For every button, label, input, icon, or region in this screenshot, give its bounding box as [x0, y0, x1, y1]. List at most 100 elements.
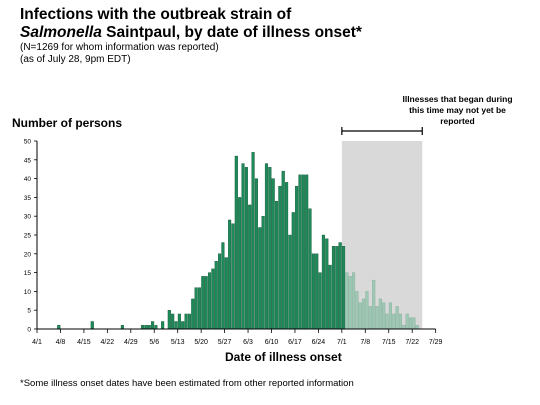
- y-tick-label: 0: [27, 327, 31, 334]
- bar: [288, 234, 292, 330]
- subtitle-n: (N=1269 for whom information was reporte…: [20, 42, 219, 53]
- bar: [120, 325, 124, 330]
- subtitle-date: (as of July 28, 9pm EDT): [20, 54, 131, 65]
- bar: [318, 272, 322, 330]
- x-tick-label: 5/13: [171, 339, 185, 346]
- shaded-region: [341, 141, 423, 329]
- bar: [291, 212, 295, 330]
- bar: [311, 253, 315, 330]
- bar: [261, 216, 265, 330]
- bar: [408, 317, 413, 330]
- bar: [305, 174, 309, 330]
- bar: [378, 298, 382, 330]
- x-tick-label: 4/8: [56, 339, 66, 346]
- y-tick-label: 5: [27, 308, 31, 315]
- y-tick-label: 45: [24, 157, 32, 164]
- bar: [331, 246, 336, 330]
- bar: [197, 287, 202, 330]
- bar: [181, 321, 185, 330]
- bar: [298, 174, 302, 330]
- bar: [278, 185, 282, 330]
- bar: [238, 197, 242, 330]
- chart-title-line-2: Salmonella Saintpaul, by date of illness…: [20, 24, 362, 42]
- x-tick-label: 6/17: [288, 339, 302, 346]
- bar: [187, 313, 191, 330]
- annotation-text: Illnesses that began during this time ma…: [402, 94, 513, 126]
- bar: [341, 246, 346, 330]
- x-tick-label: 6/3: [243, 339, 253, 346]
- bar: [385, 313, 389, 330]
- x-tick-label: 6/10: [265, 339, 279, 346]
- bar: [184, 313, 188, 330]
- bar: [365, 291, 369, 330]
- footnote: *Some illness onset dates have been esti…: [20, 378, 354, 389]
- bar: [161, 321, 165, 330]
- y-tick-label: 25: [24, 233, 32, 240]
- y-tick-label: 30: [24, 214, 32, 221]
- x-tick-label: 7/22: [405, 339, 419, 346]
- bar: [358, 302, 362, 330]
- bar: [268, 167, 272, 330]
- bar: [375, 306, 379, 330]
- bar: [234, 155, 238, 330]
- bar: [325, 238, 329, 330]
- y-tick-label: 40: [24, 176, 32, 183]
- x-tick-label: 5/20: [194, 339, 208, 346]
- chart-title-block: Infections with the outbreak strain of S…: [20, 6, 362, 66]
- bar: [352, 272, 356, 330]
- title-rest: Saintpaul, by date of illness onset*: [101, 24, 362, 41]
- bar: [321, 234, 325, 330]
- bar: [388, 302, 392, 330]
- bar: [214, 261, 218, 330]
- x-tick-label: 4/15: [77, 339, 91, 346]
- bar: [224, 257, 228, 330]
- bar: [301, 174, 305, 330]
- bar: [264, 163, 269, 330]
- bar: [308, 208, 312, 330]
- bar: [147, 325, 151, 330]
- y-tick-label: 20: [24, 251, 32, 258]
- bar: [412, 317, 416, 330]
- bar: [258, 227, 262, 330]
- bar: [348, 276, 352, 330]
- bar: [171, 313, 175, 330]
- bar: [174, 321, 178, 330]
- x-tick-label: 4/1: [32, 339, 42, 346]
- bar: [398, 313, 403, 330]
- bar: [228, 219, 232, 330]
- bar: [218, 253, 222, 330]
- bar: [231, 223, 235, 330]
- bar: [362, 298, 366, 330]
- bar: [355, 291, 359, 330]
- bar: [248, 204, 252, 330]
- x-tick-label: 6/24: [312, 339, 326, 346]
- y-tick-label: 35: [24, 195, 32, 202]
- bar: [204, 276, 208, 330]
- bar: [402, 325, 406, 330]
- bar: [335, 246, 339, 330]
- bar: [315, 253, 319, 330]
- x-tick-label: 7/29: [429, 339, 443, 346]
- bar: [392, 313, 396, 330]
- bar: [177, 313, 181, 330]
- bar: [90, 321, 94, 330]
- x-tick-label: 5/6: [149, 339, 159, 346]
- x-tick-label: 4/29: [124, 339, 138, 346]
- bar: [57, 325, 61, 330]
- bar: [271, 178, 275, 330]
- bar: [405, 313, 409, 330]
- bar: [368, 306, 372, 330]
- bar: [144, 325, 148, 330]
- x-tick-label: 4/22: [101, 339, 115, 346]
- bar: [191, 298, 195, 330]
- bar: [201, 276, 205, 330]
- bar: [221, 242, 225, 330]
- x-tick-label: 5/27: [218, 339, 232, 346]
- bar: [281, 170, 285, 330]
- bar: [372, 279, 376, 330]
- bar: [295, 185, 299, 330]
- bar: [151, 321, 155, 330]
- title-italic: Salmonella: [20, 24, 102, 41]
- bar: [207, 272, 212, 330]
- x-tick-label: 7/15: [382, 339, 396, 346]
